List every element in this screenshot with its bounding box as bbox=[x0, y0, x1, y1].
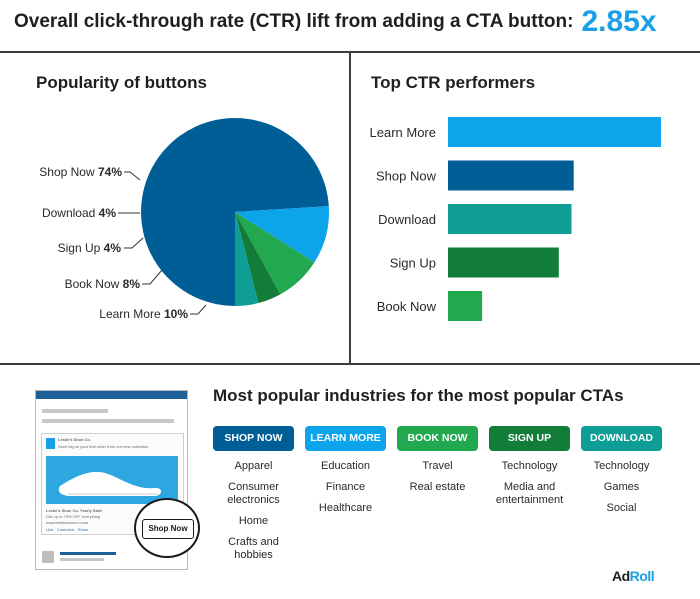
ad-url: www.lesliesshoeco.com bbox=[46, 520, 89, 525]
cta-badge-learn-more: LEARN MORE bbox=[305, 426, 386, 451]
industry-list: Education Finance Healthcare bbox=[305, 460, 386, 515]
industry-item: Crafts and hobbies bbox=[228, 536, 279, 561]
industry-column-book-now: BOOK NOW Travel Real estate bbox=[397, 426, 478, 502]
pie-label-learn-more: Learn More 10% bbox=[99, 307, 188, 321]
cta-badge-shop-now: SHOP NOW bbox=[213, 426, 294, 451]
bar-learn-more bbox=[448, 117, 661, 147]
ad-brand: Leslie's Shoe Co. bbox=[58, 437, 91, 442]
industry-item: Education bbox=[321, 460, 370, 472]
industry-item: Social bbox=[606, 502, 637, 514]
logo-ad: Ad bbox=[612, 568, 630, 584]
adroll-logo: AdRoll bbox=[612, 568, 655, 584]
pie-label-book-now: Book Now 8% bbox=[65, 277, 141, 291]
pie-leader-line bbox=[124, 171, 141, 181]
pie-leader-line bbox=[190, 304, 207, 315]
pie-slice-book-now bbox=[235, 212, 315, 295]
bar-sign-up bbox=[448, 247, 559, 278]
pie-label-sign-up: Sign Up 4% bbox=[58, 241, 122, 255]
ad-placeholder-line bbox=[60, 558, 104, 561]
industry-list: Technology Media and entertainment bbox=[489, 460, 570, 507]
ad-placeholder-line bbox=[60, 552, 116, 555]
shop-now-cta-button: Shop Now bbox=[142, 519, 194, 539]
ad-actions: Like · Comment · Share bbox=[46, 527, 89, 532]
ad-brand-logo bbox=[46, 438, 55, 449]
industry-item: Games bbox=[603, 481, 640, 493]
bar-category-book-now: Book Now bbox=[377, 299, 437, 314]
shoe-icon bbox=[58, 471, 162, 496]
pie-slice-shop-now bbox=[140, 117, 329, 306]
industry-column-shop-now: SHOP NOW Apparel Consumer electronics Ho… bbox=[213, 426, 294, 570]
industry-item: Finance bbox=[325, 481, 366, 493]
industry-item: Technology bbox=[593, 460, 650, 472]
ad-headline: Leslie's Shoe Co. Yearly Sale! bbox=[46, 508, 103, 513]
industry-item: Real estate bbox=[409, 481, 466, 493]
bar-category-sign-up: Sign Up bbox=[390, 256, 436, 271]
cta-badge-download: DOWNLOAD bbox=[581, 426, 662, 451]
bar-category-shop-now: Shop Now bbox=[376, 169, 437, 184]
pie-leader-line bbox=[142, 269, 163, 285]
logo-roll: Roll bbox=[629, 568, 655, 584]
bar-download bbox=[448, 204, 572, 234]
bar-chart-title: Top CTR performers bbox=[371, 73, 536, 92]
ad-caption: Get up to 70% OFF everything bbox=[46, 514, 101, 519]
industry-column-sign-up: SIGN UP Technology Media and entertainme… bbox=[489, 426, 570, 515]
bar-chart: Learn More Shop Now Download Sign Up Book No… bbox=[370, 117, 661, 321]
cta-badge-sign-up: SIGN UP bbox=[489, 426, 570, 451]
industry-item: Apparel bbox=[234, 460, 273, 472]
ad-mockup-topbar bbox=[36, 391, 187, 399]
industry-item: Consumer electronics bbox=[227, 481, 280, 506]
pie-chart-title: Popularity of buttons bbox=[36, 73, 207, 92]
ad-placeholder-bar bbox=[42, 419, 174, 423]
ad-shoe-image bbox=[46, 456, 178, 504]
headline-text: Overall click-through rate (CTR) lift fr… bbox=[14, 11, 574, 32]
ad-card: Leslie's Shoe Co. Save big on your first… bbox=[41, 433, 184, 535]
industry-list: Apparel Consumer electronics Home Crafts… bbox=[213, 460, 294, 562]
bar-category-download: Download bbox=[378, 212, 436, 227]
industry-item: Healthcare bbox=[318, 502, 373, 514]
pie-label-shop-now: Shop Now 74% bbox=[39, 165, 122, 179]
pie-chart: Shop Now 74% Learn More 10% Book Now 8% Sig… bbox=[39, 117, 329, 321]
industry-item: Travel bbox=[422, 460, 453, 472]
industry-column-learn-more: LEARN MORE Education Finance Healthcare bbox=[305, 426, 386, 523]
headline: Overall click-through rate (CTR) lift fr… bbox=[0, 0, 700, 44]
bar-shop-now bbox=[448, 160, 574, 191]
ad-placeholder-bar bbox=[42, 409, 108, 413]
pie-slice-learn-more bbox=[235, 206, 329, 263]
industry-list: Travel Real estate bbox=[397, 460, 478, 494]
industry-column-download: DOWNLOAD Technology Games Social bbox=[581, 426, 662, 523]
pie-leader-line bbox=[124, 237, 144, 249]
industry-item: Technology bbox=[501, 460, 558, 472]
bar-book-now bbox=[448, 291, 483, 321]
industries-title: Most popular industries for the most pop… bbox=[213, 386, 624, 405]
top-divider bbox=[0, 51, 700, 53]
industry-list: Technology Games Social bbox=[581, 460, 662, 515]
ad-mockup: Leslie's Shoe Co. Save big on your first… bbox=[35, 390, 188, 570]
industry-item: Home bbox=[238, 515, 269, 527]
pie-slice-sign-up bbox=[235, 212, 281, 304]
middle-divider bbox=[349, 53, 351, 365]
ad-tagline: Save big on your first order from our ne… bbox=[58, 444, 150, 449]
pie-label-download: Download 4% bbox=[42, 206, 116, 220]
avatar bbox=[42, 551, 54, 563]
bar-category-learn-more: Learn More bbox=[370, 125, 436, 140]
headline-lift-value: 2.85x bbox=[581, 5, 657, 38]
pie-slice-download bbox=[235, 212, 259, 306]
bottom-divider bbox=[0, 363, 700, 365]
industry-item: Media and entertainment bbox=[495, 481, 564, 506]
cta-badge-book-now: BOOK NOW bbox=[397, 426, 478, 451]
